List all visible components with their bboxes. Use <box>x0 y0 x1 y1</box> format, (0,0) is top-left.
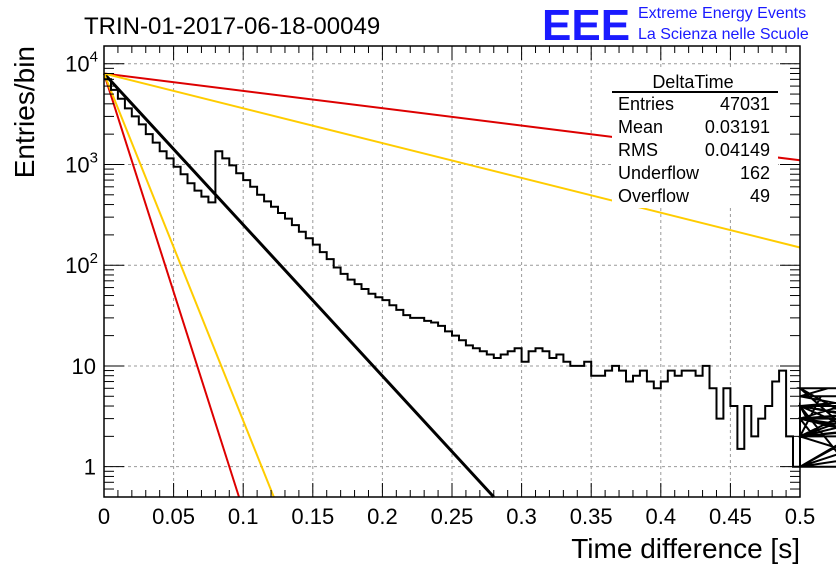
x-tick-label: 0.45 <box>709 504 752 529</box>
x-tick-label: 0.05 <box>152 504 195 529</box>
x-tick-label: 0.1 <box>228 504 259 529</box>
fit-line <box>103 72 801 249</box>
stats-row-label: Underflow <box>618 163 700 183</box>
fit-line <box>103 73 275 498</box>
histogram <box>104 78 836 468</box>
y-axis-label: Entries/bin <box>9 46 40 178</box>
stats-row-label: Mean <box>618 117 663 137</box>
stats-row-label: Overflow <box>618 186 690 206</box>
y-tick-label: 102 <box>65 250 98 278</box>
stats-row-label: Entries <box>618 94 674 114</box>
x-tick-label: 0.4 <box>646 504 677 529</box>
stats-row-value: 0.04149 <box>705 140 770 160</box>
stats-box-title: DeltaTime <box>652 72 733 92</box>
x-tick-label: 0 <box>98 504 110 529</box>
axis-ticks <box>103 46 801 497</box>
x-tick-label: 0.15 <box>291 504 334 529</box>
logo-line-2: La Scienza nelle Scuole <box>638 26 809 43</box>
y-tick-label: 104 <box>65 49 98 77</box>
stats-row-value: 0.03191 <box>705 117 770 137</box>
x-tick-label: 0.3 <box>506 504 537 529</box>
logo-line-1: Extreme Energy Events <box>638 5 806 22</box>
x-axis-label: Time difference [s] <box>571 533 800 564</box>
fit-line <box>103 73 240 498</box>
eee-logo-text: EEE <box>542 1 630 50</box>
y-tick-label: 10 <box>72 354 96 379</box>
y-tick-label: 103 <box>65 149 98 177</box>
stats-row-label: RMS <box>618 140 658 160</box>
y-tick-labels: 1 10 102 103 104 <box>65 49 98 480</box>
x-tick-label: 0.5 <box>785 504 816 529</box>
eee-logo: EEE Extreme Energy Events La Scienza nel… <box>542 1 809 50</box>
fit-lines <box>102 72 801 499</box>
stats-row-value: 49 <box>750 186 770 206</box>
y-tick-label: 1 <box>84 455 96 480</box>
x-tick-label: 0.2 <box>367 504 398 529</box>
stats-row-value: 162 <box>740 163 770 183</box>
grid <box>104 46 800 497</box>
fit-line <box>102 72 495 499</box>
x-tick-labels: 0 0.05 0.1 0.15 0.2 0.25 0.3 0.35 0.4 0.45 0.5 <box>98 504 815 529</box>
stats-row-value: 47031 <box>720 94 770 114</box>
chart-title: TRIN-01-2017-06-18-00049 <box>84 13 380 40</box>
stats-box: DeltaTime Entries 47031 Mean 0.03191 RMS 0.04… <box>612 70 778 208</box>
x-tick-label: 0.35 <box>570 504 613 529</box>
histogram-steps <box>104 78 836 468</box>
x-tick-label: 0.25 <box>431 504 474 529</box>
